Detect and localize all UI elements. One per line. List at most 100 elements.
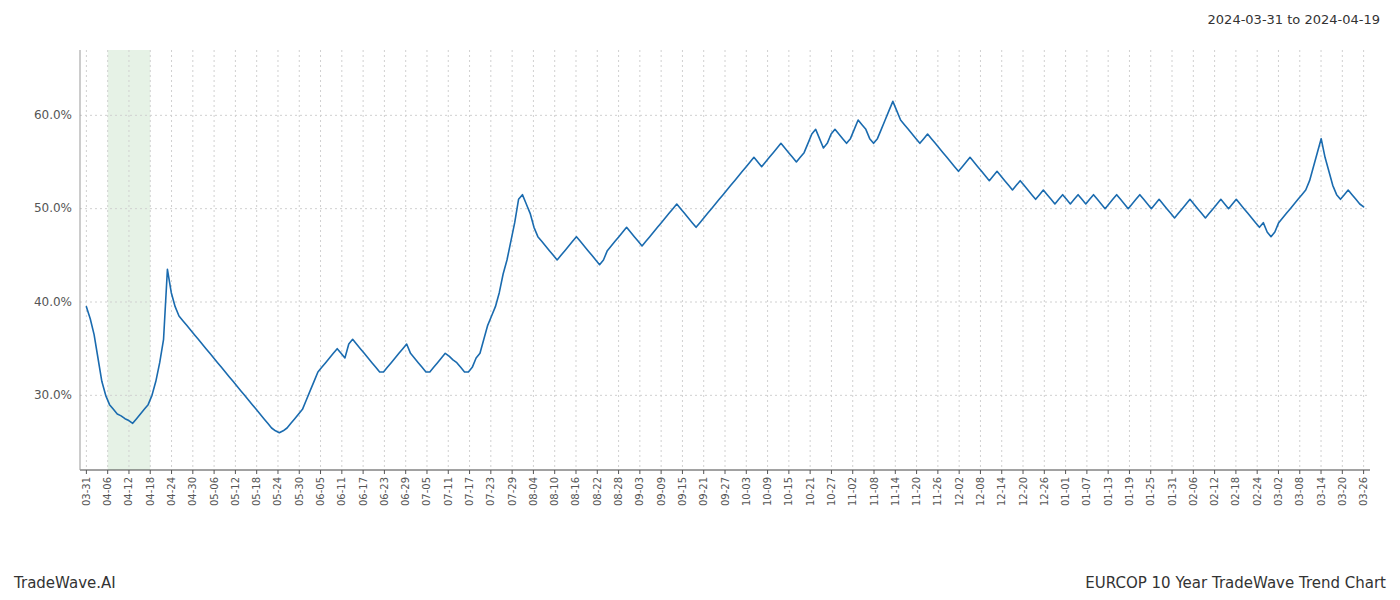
x-tick xyxy=(682,470,683,474)
x-tick xyxy=(235,470,236,474)
x-tick-label: 12-14 xyxy=(996,477,1007,506)
grid-line-x xyxy=(320,50,321,470)
x-tick xyxy=(810,470,811,474)
grid-line-x xyxy=(1193,50,1194,470)
x-tick xyxy=(1001,470,1002,474)
x-tick xyxy=(554,470,555,474)
x-tick-label: 03-02 xyxy=(1273,477,1284,506)
x-tick-label: 09-27 xyxy=(720,477,731,506)
x-tick-label: 02-18 xyxy=(1230,477,1241,506)
grid-line-x xyxy=(810,50,811,470)
grid-line-x xyxy=(937,50,938,470)
grid-line-x xyxy=(1278,50,1279,470)
plot-area xyxy=(86,101,1363,432)
x-tick xyxy=(1299,470,1300,474)
x-tick xyxy=(128,470,129,474)
x-axis: 03-3104-0604-1204-1804-2404-3005-0605-12… xyxy=(81,470,1369,506)
x-tick-label: 09-09 xyxy=(656,477,667,506)
x-tick-label: 07-23 xyxy=(485,477,496,506)
x-tick-label: 12-20 xyxy=(1018,477,1029,506)
x-tick-label: 01-01 xyxy=(1060,477,1071,506)
grid-line-x xyxy=(341,50,342,470)
x-tick xyxy=(1044,470,1045,474)
grid-line-x xyxy=(1363,50,1364,470)
grid-line-x xyxy=(767,50,768,470)
x-tick-label: 04-18 xyxy=(145,477,156,506)
x-tick xyxy=(384,470,385,474)
grid-line-x xyxy=(916,50,917,470)
grid-line-x xyxy=(597,50,598,470)
x-tick xyxy=(426,470,427,474)
x-tick-label: 11-26 xyxy=(932,477,943,506)
x-tick-label: 02-06 xyxy=(1188,477,1199,506)
x-tick xyxy=(1150,470,1151,474)
grid-line-x xyxy=(554,50,555,470)
grid-line-x xyxy=(618,50,619,470)
x-tick xyxy=(405,470,406,474)
x-tick xyxy=(192,470,193,474)
x-tick xyxy=(788,470,789,474)
x-tick-label: 05-12 xyxy=(230,477,241,506)
x-tick xyxy=(277,470,278,474)
x-tick-label: 11-08 xyxy=(869,477,880,506)
annotation: TradeWave.AI xyxy=(13,574,116,592)
grid-line-x xyxy=(235,50,236,470)
x-tick xyxy=(363,470,364,474)
grid-line-x xyxy=(874,50,875,470)
x-tick xyxy=(1108,470,1109,474)
x-tick-label: 07-17 xyxy=(464,477,475,506)
x-tick-label: 03-26 xyxy=(1358,477,1369,506)
x-tick xyxy=(746,470,747,474)
x-tick xyxy=(1065,470,1066,474)
grid-line-x xyxy=(682,50,683,470)
x-tick xyxy=(661,470,662,474)
grid-line-x xyxy=(107,50,108,470)
x-tick xyxy=(150,470,151,474)
x-tick xyxy=(1257,470,1258,474)
grid-line-x xyxy=(1257,50,1258,470)
x-tick-label: 07-29 xyxy=(507,477,518,506)
x-tick-label: 10-03 xyxy=(741,477,752,506)
x-tick xyxy=(1129,470,1130,474)
x-tick xyxy=(1342,470,1343,474)
x-tick xyxy=(341,470,342,474)
x-tick-label: 10-27 xyxy=(826,477,837,506)
x-tick-label: 08-22 xyxy=(592,477,603,506)
x-tick-label: 04-24 xyxy=(166,477,177,506)
grid-line-x xyxy=(490,50,491,470)
grid-line-x xyxy=(746,50,747,470)
x-tick xyxy=(1086,470,1087,474)
grid-line-x xyxy=(1065,50,1066,470)
grid-line-x xyxy=(1129,50,1130,470)
grid-line-x xyxy=(1086,50,1087,470)
x-tick xyxy=(214,470,215,474)
x-tick xyxy=(107,470,108,474)
x-tick xyxy=(1235,470,1236,474)
x-tick-label: 09-15 xyxy=(677,477,688,506)
grid-line-x xyxy=(1235,50,1236,470)
y-tick-label: 50.0% xyxy=(34,201,72,215)
grid-line-x xyxy=(256,50,257,470)
grid-line-x xyxy=(214,50,215,470)
x-tick-label: 05-06 xyxy=(209,477,220,506)
x-tick xyxy=(916,470,917,474)
grid-line-x xyxy=(469,50,470,470)
x-tick xyxy=(512,470,513,474)
x-tick xyxy=(1278,470,1279,474)
x-tick-label: 10-15 xyxy=(783,477,794,506)
x-tick-label: 06-05 xyxy=(315,477,326,506)
grid-line-x xyxy=(959,50,960,470)
grid-line-x xyxy=(405,50,406,470)
grid-line-x xyxy=(980,50,981,470)
grid-line-x xyxy=(426,50,427,470)
x-tick xyxy=(937,470,938,474)
x-tick xyxy=(639,470,640,474)
x-tick xyxy=(1321,470,1322,474)
grid-line-x xyxy=(1001,50,1002,470)
chart-container: 30.0%40.0%50.0%60.0%03-3104-0604-1204-18… xyxy=(0,0,1400,600)
x-tick-label: 07-11 xyxy=(443,477,454,506)
grid-line-x xyxy=(512,50,513,470)
x-tick-label: 06-17 xyxy=(358,477,369,506)
grid-line-x xyxy=(1044,50,1045,470)
grid-line-x xyxy=(86,50,87,470)
